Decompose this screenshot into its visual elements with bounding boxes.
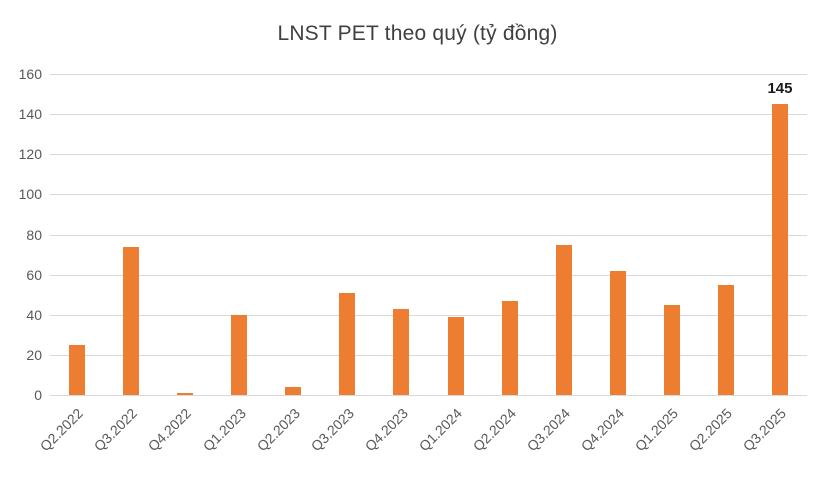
bar-q2-2025 (717, 284, 734, 395)
y-axis-tick-label: 160 (18, 66, 42, 82)
bar-q4-2023 (393, 308, 410, 395)
x-axis-tick-label: Q3.2024 (523, 405, 574, 455)
y-axis-tick-label: 0 (34, 387, 42, 403)
y-axis-tick-label: 140 (18, 106, 42, 123)
y-axis-tick-label: 80 (26, 226, 42, 243)
x-axis-tick-label: Q1.2024 (415, 405, 465, 455)
gridline (50, 114, 807, 116)
bar-q4-2024 (609, 270, 626, 395)
x-axis-tick-label: Q4.2022 (145, 405, 195, 455)
x-axis-tick-label: Q1.2025 (631, 405, 682, 455)
gridline (50, 274, 807, 276)
gridline (50, 154, 807, 156)
gridline (50, 194, 807, 196)
bar-q1-2024 (447, 316, 464, 395)
gridline (50, 354, 807, 356)
bar-q2-2022 (69, 344, 86, 395)
gridline (50, 74, 807, 75)
bar-q3-2025 (771, 104, 788, 395)
x-axis-tick-label: Q2.2024 (469, 405, 519, 455)
x-axis-tick-label: Q4.2024 (577, 405, 628, 455)
bar-q3-2023 (339, 292, 356, 395)
bar-q2-2023 (285, 386, 302, 395)
y-axis-tick-label: 40 (26, 306, 42, 323)
x-axis-tick-label: Q1.2023 (199, 405, 249, 455)
plot-area: 0 20 40 60 80 100 120 140 160 Q2.2022 Q3.2022 Q4.20… (19, 66, 807, 454)
bar-q3-2022 (123, 246, 140, 395)
bar-data-label: 145 (767, 80, 793, 98)
y-axis-tick-label: 60 (26, 266, 42, 283)
x-axis-tick-label: Q2.2022 (37, 405, 87, 455)
x-axis-tick-label: Q3.2023 (307, 405, 357, 455)
bar-q4-2022 (177, 393, 194, 395)
x-axis-tick-label: Q3.2022 (91, 405, 141, 455)
bar-q2-2024 (501, 300, 518, 395)
y-axis-tick-label: 100 (18, 186, 42, 203)
x-axis-tick-label: Q4.2023 (361, 405, 411, 455)
y-axis-tick-label: 20 (26, 346, 42, 363)
bar-q3-2024 (555, 244, 572, 395)
bar-q1-2023 (231, 314, 248, 395)
gridline (50, 234, 807, 236)
gridline (50, 395, 807, 396)
y-axis-tick-label: 120 (18, 146, 42, 163)
chart-title: LNST PET theo quý (tỷ đồng) (277, 22, 558, 45)
x-axis-tick-label: Q2.2023 (253, 405, 303, 455)
gridline (50, 314, 807, 316)
x-axis-tick-label: Q3.2025 (739, 405, 790, 455)
x-axis-tick-label: Q2.2025 (685, 405, 736, 455)
bar-q1-2025 (663, 304, 680, 395)
